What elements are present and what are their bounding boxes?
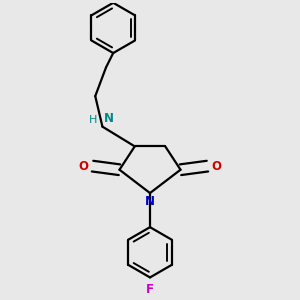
Text: H: H: [89, 115, 97, 125]
Text: O: O: [79, 160, 88, 172]
Text: O: O: [212, 160, 221, 172]
Text: F: F: [146, 283, 154, 296]
Text: N: N: [145, 195, 155, 208]
Text: N: N: [104, 112, 114, 125]
